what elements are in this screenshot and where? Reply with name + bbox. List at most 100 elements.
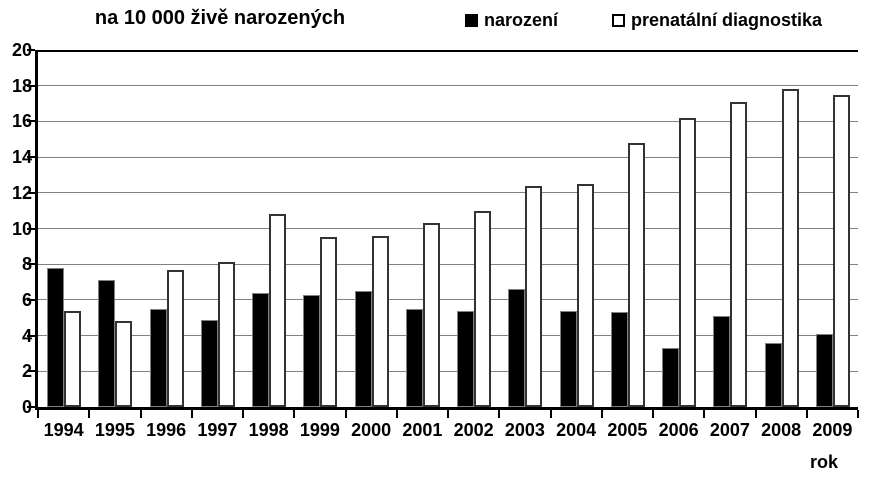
x-tick-label: 2002 [453, 420, 494, 440]
gridline [38, 263, 858, 265]
y-axis-tick [27, 406, 35, 408]
bar-narozeni [815, 333, 833, 407]
x-axis-tick [88, 410, 91, 418]
gridline [38, 335, 858, 337]
bar-prenatalni-diagnostika [422, 223, 440, 407]
bar-narozeni [303, 294, 321, 407]
y-tick-label: 6 [21, 289, 32, 310]
y-axis-tick [27, 298, 35, 301]
bar-prenatalni-diagnostika [627, 142, 645, 407]
y-axis-tick [27, 263, 35, 266]
y-tick-label: 4 [21, 325, 32, 346]
y-tick-label: 20 [11, 40, 32, 60]
gridline [38, 156, 858, 158]
bar-prenatalni-diagnostika [166, 269, 184, 407]
y-axis-tick [27, 370, 35, 373]
x-tick-label: 2005 [607, 420, 648, 440]
x-tick-label: 2000 [351, 420, 392, 440]
x-axis-title: rok [810, 452, 839, 472]
y-tick-label: 16 [11, 111, 32, 132]
y-tick-label: 0 [21, 397, 32, 417]
bar-narozeni [98, 280, 116, 407]
y-tick-label: 8 [21, 254, 32, 275]
x-tick-label: 1998 [248, 420, 289, 440]
bar-narozeni [559, 310, 577, 407]
bar-narozeni [405, 308, 423, 407]
bar-prenatalni-diagnostika [781, 89, 799, 407]
bar-prenatalni-diagnostika [576, 183, 594, 407]
x-axis-tick [600, 410, 603, 418]
bar-prenatalni-diagnostika [64, 310, 81, 407]
gridline [38, 120, 858, 122]
bar-prenatalni-diagnostika [730, 101, 748, 407]
legend: narození prenatální diagnostika [460, 10, 860, 32]
x-axis-tick [293, 410, 296, 418]
x-axis-tick [242, 410, 244, 418]
bar-prenatalni-diagnostika [832, 94, 850, 407]
x-axis-tick [857, 410, 859, 418]
bar-prenatalni-diagnostika [217, 262, 235, 407]
x-tick-label: 1995 [94, 420, 135, 440]
x-axis-tick [652, 410, 654, 418]
bar-narozeni [47, 267, 64, 407]
x-tick-label: 2006 [658, 420, 699, 440]
bar-narozeni [252, 292, 269, 407]
y-tick-label: 18 [11, 75, 32, 96]
gridline [38, 370, 858, 372]
x-axis-tick [37, 410, 39, 418]
bar-narozeni [149, 308, 167, 407]
legend-label: narození [484, 10, 559, 30]
x-axis-tick [805, 410, 808, 418]
x-axis-tick [447, 410, 449, 418]
y-tick-label: 14 [11, 147, 32, 168]
gridline [38, 50, 858, 52]
bar-prenatalni-diagnostika [474, 210, 491, 407]
x-axis-tick [139, 410, 142, 418]
y-axis-tick [27, 191, 35, 194]
legend-swatch-filled-icon [465, 14, 478, 27]
bar-narozeni [200, 319, 218, 407]
y-axis-tick [27, 227, 35, 230]
legend-label: prenatální diagnostika [631, 10, 823, 30]
legend-item-prenatalni-diagnostika: prenatální diagnostika [612, 10, 822, 31]
gridline [38, 299, 858, 301]
x-axis-tick [395, 410, 398, 418]
x-axis-tick [549, 410, 552, 418]
x-tick-label: 1996 [146, 420, 187, 440]
x-axis-tick [344, 410, 347, 418]
y-tick-label: 2 [21, 361, 32, 382]
y-tick-label: 12 [11, 182, 32, 203]
bar-narozeni [354, 290, 372, 407]
x-axis-tick [190, 410, 193, 418]
bar-prenatalni-diagnostika [371, 235, 389, 407]
bar-narozeni [508, 289, 526, 407]
x-axis-tick [498, 410, 501, 418]
gridline [38, 192, 858, 194]
bar-prenatalni-diagnostika [525, 185, 543, 407]
y-axis-tick [27, 156, 35, 159]
bar-prenatalni-diagnostika [320, 237, 338, 407]
plot-area: 0 2 4 6 8 10 12 14 16 18 20 1994 1995 1996 1997 1998 199… [12, 41, 859, 440]
x-tick-label: 2007 [709, 420, 750, 440]
bar-narozeni [764, 342, 782, 407]
x-axis-tick [703, 410, 706, 418]
bar-narozeni [662, 348, 679, 407]
x-tick-label: 2001 [402, 420, 443, 440]
bar-narozeni [457, 310, 474, 407]
y-axis-tick [27, 49, 35, 51]
y-axis-tick [27, 334, 35, 337]
chart-title: na 10 000 živě narozených [94, 7, 346, 29]
bar-prenatalni-diagnostika [115, 321, 133, 407]
legend-item-narozeni: narození [465, 10, 558, 31]
x-tick-label: 2003 [504, 420, 545, 440]
legend-swatch-outlined-icon [612, 14, 625, 27]
bar-narozeni [713, 315, 731, 407]
y-axis-tick [27, 120, 35, 123]
y-axis-tick [27, 84, 35, 87]
x-tick-label: 2004 [556, 420, 597, 440]
x-tick-label: 2009 [812, 420, 853, 440]
x-tick-label: 2008 [761, 420, 802, 440]
x-tick-label: 1994 [43, 420, 84, 440]
gridline [38, 85, 858, 87]
